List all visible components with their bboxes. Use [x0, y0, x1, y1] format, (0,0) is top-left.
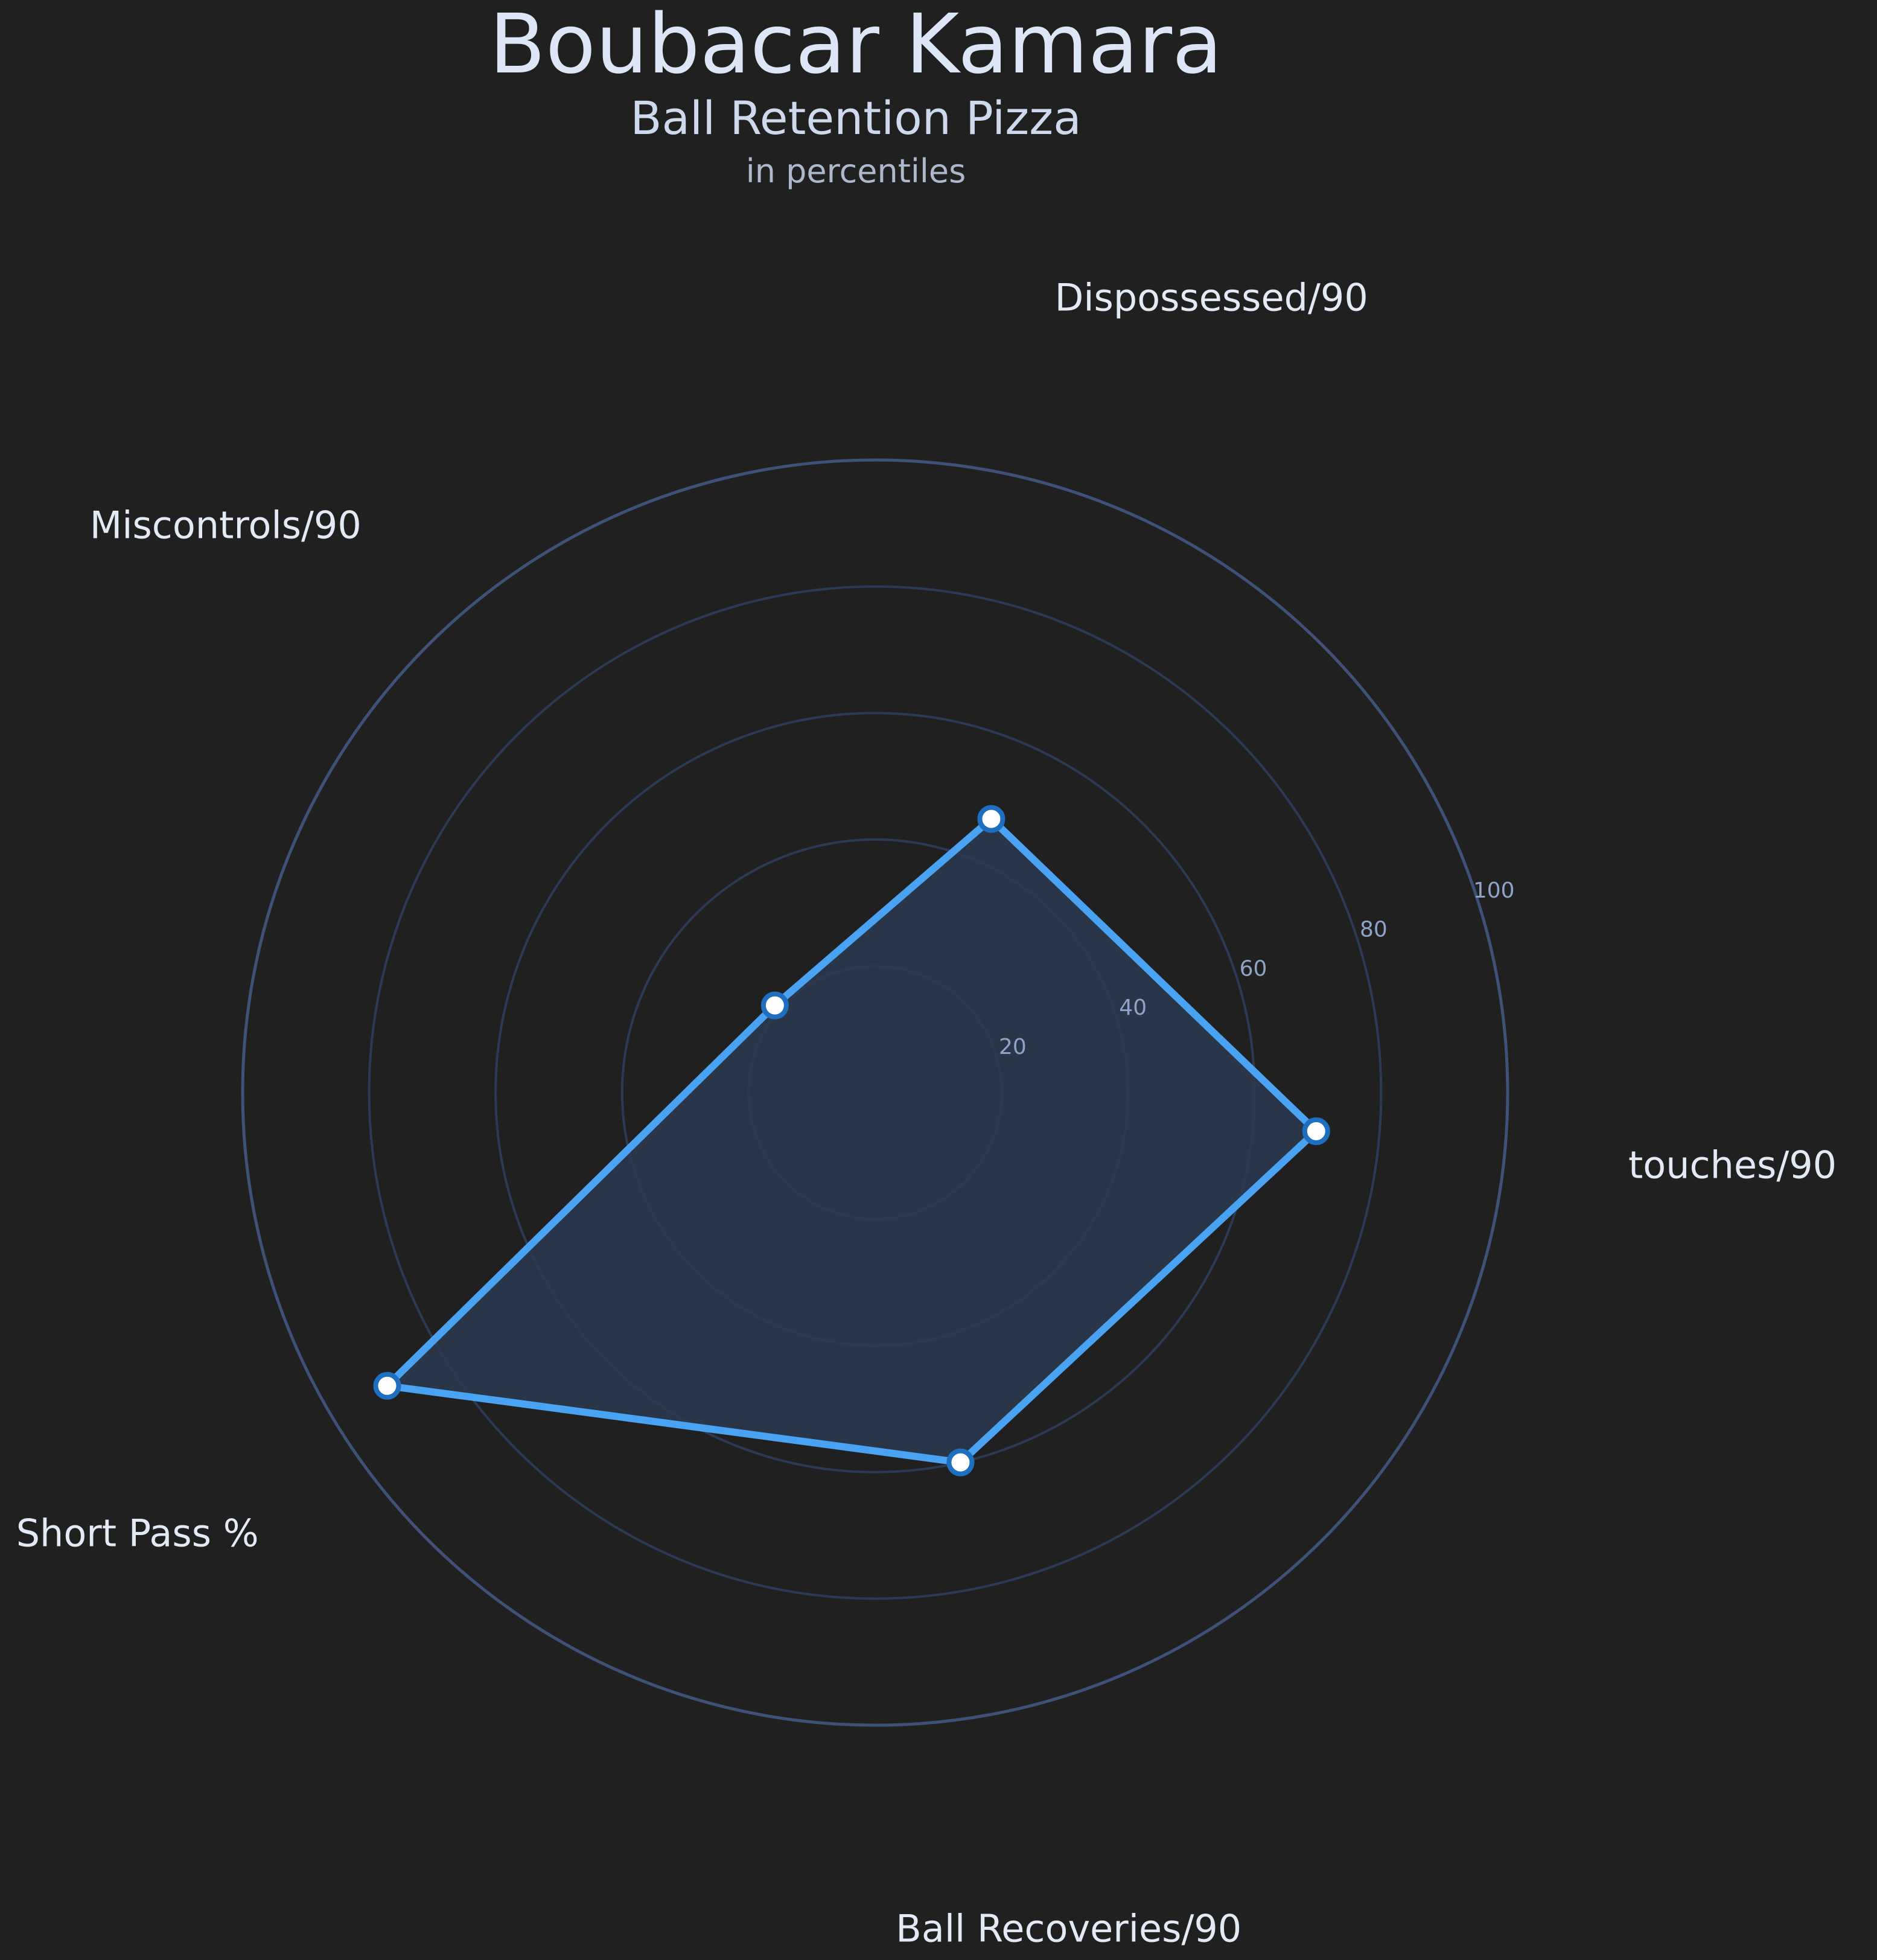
chart-title: Boubacar Kamara	[489, 0, 1223, 92]
tick-label-60: 60	[1240, 956, 1267, 981]
category-label-4: Short Pass %	[16, 1511, 259, 1556]
data-point-4	[373, 1371, 401, 1400]
category-labels: Dispossessed/90 touches/90 Ball Recoveries…	[16, 275, 1837, 1950]
category-label-2: touches/90	[1628, 1143, 1837, 1187]
data-point-3	[946, 1448, 975, 1476]
chart-note: in percentiles	[746, 152, 966, 190]
category-label-1: Dispossessed/90	[1055, 275, 1368, 319]
data-polygon	[383, 815, 1320, 1466]
data-point-5	[760, 991, 789, 1020]
data-markers	[373, 805, 1330, 1476]
radial-tick-labels: 20 40 60 80 100	[999, 878, 1515, 1059]
data-point-2	[1302, 1117, 1330, 1145]
grid-ring-80	[368, 585, 1383, 1600]
category-label-3: Ball Recoveries/90	[896, 1907, 1241, 1951]
chart-subtitle: Ball Retention Pizza	[630, 91, 1081, 145]
category-label-5: Miscontrols/90	[90, 503, 362, 547]
tick-label-80: 80	[1360, 918, 1388, 942]
grid-ring-100	[241, 458, 1509, 1727]
data-area	[383, 815, 1320, 1466]
tick-label-100: 100	[1473, 878, 1515, 903]
data-point-1	[977, 805, 1005, 833]
tick-label-20: 20	[999, 1035, 1027, 1059]
tick-label-40: 40	[1119, 995, 1147, 1020]
